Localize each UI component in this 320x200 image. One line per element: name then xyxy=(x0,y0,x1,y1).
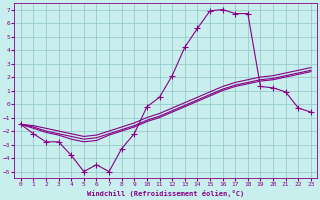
X-axis label: Windchill (Refroidissement éolien,°C): Windchill (Refroidissement éolien,°C) xyxy=(87,190,244,197)
